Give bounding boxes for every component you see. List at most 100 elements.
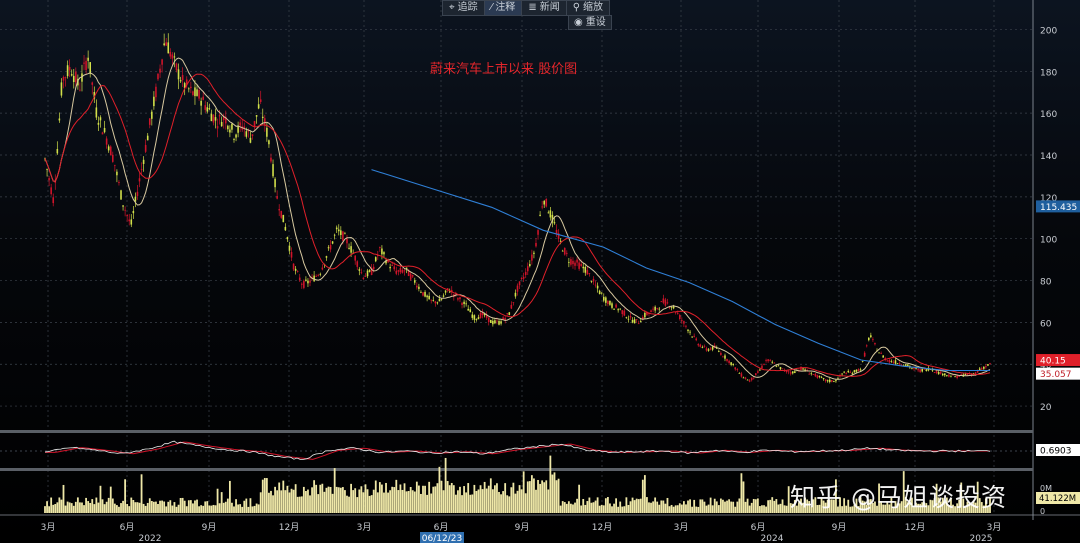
volume-bar <box>372 489 375 513</box>
candle-body <box>261 116 264 119</box>
volume-bar <box>911 497 913 513</box>
candle-body <box>298 277 301 281</box>
volume-bar <box>693 499 696 513</box>
candle <box>863 351 866 358</box>
candle-body <box>259 99 262 102</box>
candle-body <box>925 369 928 372</box>
candle <box>428 292 430 300</box>
volume-bar <box>210 505 213 513</box>
annotate-button[interactable]: ⁄ 注释 <box>484 1 523 15</box>
candle-body <box>600 292 603 294</box>
candle <box>159 64 161 78</box>
volume-bar <box>582 498 585 513</box>
volume-bar <box>148 498 151 513</box>
volume-bar <box>348 496 350 513</box>
candle-body <box>463 301 465 304</box>
candle-body <box>720 352 722 355</box>
volume-bar <box>789 503 792 513</box>
candle <box>286 236 289 243</box>
volume-bar <box>902 471 905 513</box>
volume-bar <box>341 487 344 513</box>
candle <box>664 297 667 307</box>
candle-body <box>900 364 903 366</box>
candle <box>134 192 137 208</box>
candle-body <box>855 369 858 372</box>
zoom-button[interactable]: ⚲ 缩放 <box>567 1 609 15</box>
volume-bar <box>884 504 887 513</box>
axes: 20 40 60 80 100 120 140 160 180 200 3月 6月 9月 12月 3月 6月 9… <box>41 26 1080 543</box>
candle <box>46 168 48 177</box>
track-button[interactable]: ⌖ 追踪 <box>443 1 485 15</box>
candle-body <box>685 325 687 327</box>
candle <box>364 273 367 277</box>
candle <box>948 373 950 378</box>
candle-body <box>960 374 963 375</box>
volume-bar <box>814 497 817 513</box>
candle <box>249 131 252 144</box>
volume-bar <box>134 502 137 513</box>
candle <box>629 312 632 320</box>
candle-body <box>543 200 546 205</box>
price-tick-label: 120 <box>1040 194 1057 204</box>
candle <box>413 277 416 285</box>
candle-body <box>707 349 710 351</box>
candle-body <box>48 178 50 181</box>
candle-body <box>356 261 359 267</box>
candle-body <box>163 43 165 46</box>
volume-bar <box>937 497 940 513</box>
candle <box>175 62 178 73</box>
candle <box>319 272 322 277</box>
candle <box>87 50 89 69</box>
volume-bar <box>142 503 145 513</box>
candle <box>469 306 472 313</box>
candle-body <box>767 359 769 362</box>
volume-bar <box>214 505 217 513</box>
volume-bar <box>93 504 96 513</box>
volume-bar <box>904 497 907 513</box>
volume-bar <box>346 495 348 513</box>
candle <box>128 214 131 226</box>
candle <box>678 313 681 321</box>
candle-body <box>734 367 737 370</box>
chart-title: 蔚来汽车上市以来 股价图 <box>430 62 578 77</box>
volume-bar <box>290 488 293 513</box>
candle <box>794 370 796 374</box>
candle <box>220 116 223 127</box>
volume-bar <box>900 501 903 513</box>
volume-bars <box>44 455 991 513</box>
candle-body <box>935 370 938 373</box>
volume-bar <box>972 500 975 513</box>
candle <box>224 110 227 130</box>
volume-bar <box>111 498 114 513</box>
volume-bar <box>132 500 135 513</box>
candle <box>617 308 619 313</box>
candle-body <box>831 380 833 382</box>
candle-body <box>185 79 188 86</box>
reset-button[interactable]: ◉ 重设 <box>568 15 612 30</box>
volume-bar <box>411 490 414 513</box>
candle <box>325 255 328 261</box>
news-label: 新闻 <box>539 2 560 13</box>
candle <box>867 337 870 342</box>
candle-body <box>144 144 147 152</box>
volume-bar <box>639 498 642 513</box>
volume-bar <box>621 506 624 513</box>
candle <box>921 368 924 373</box>
candle-body <box>416 285 418 288</box>
volume-bar <box>241 506 244 513</box>
news-button[interactable]: ≣ 新闻 <box>522 1 567 15</box>
volume-bar <box>609 503 611 513</box>
volume-bar <box>383 492 385 513</box>
volume-bar <box>368 495 371 513</box>
volume-bar <box>146 502 149 513</box>
candle <box>401 267 404 274</box>
month-tick-label: 6月 <box>434 522 449 533</box>
candle <box>243 122 246 137</box>
candle-body <box>50 187 52 195</box>
volume-bar <box>461 495 463 513</box>
candle-body <box>557 233 560 240</box>
candle <box>781 368 784 370</box>
candle-body <box>851 373 854 375</box>
candle-body <box>68 67 71 71</box>
volume-bar <box>446 481 449 513</box>
